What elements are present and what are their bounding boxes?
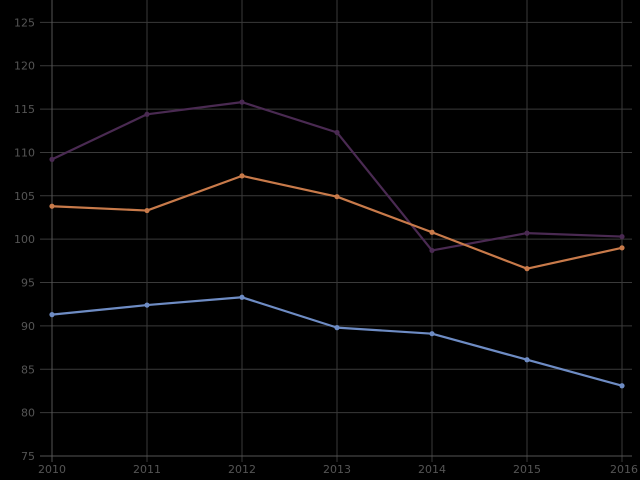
grid <box>40 0 632 462</box>
y-tick-label: 105 <box>14 190 35 203</box>
series-2-point <box>429 229 435 235</box>
series-2-point <box>144 207 150 214</box>
x-tick-label: 2013 <box>323 463 351 476</box>
x-tick-label: 2014 <box>418 463 446 476</box>
series-2-point <box>524 266 530 272</box>
series-3-point <box>334 325 340 331</box>
y-tick-label: 75 <box>21 450 35 463</box>
series-1-point <box>619 233 625 240</box>
series-2-point <box>239 173 245 179</box>
x-tick-label: 2015 <box>513 463 541 476</box>
x-tick-label: 2010 <box>38 463 66 476</box>
y-tick-label: 125 <box>14 16 35 29</box>
series-2-point <box>334 194 340 200</box>
x-tick-label: 2012 <box>228 463 256 476</box>
y-tick-label: 120 <box>14 60 35 73</box>
y-tick-label: 110 <box>14 146 35 159</box>
series-1-point <box>49 156 55 162</box>
series-1-point <box>239 99 245 105</box>
y-tick-label: 95 <box>21 277 35 290</box>
series-1-point <box>524 230 530 236</box>
series-layer <box>49 99 625 389</box>
series-3-point <box>144 302 150 308</box>
series-1-point <box>144 111 150 117</box>
x-tick-label: 2011 <box>133 463 161 476</box>
axes <box>40 0 632 462</box>
series-2-point <box>619 245 625 251</box>
series-3-point <box>429 331 435 337</box>
x-tick-label: 2016 <box>610 463 638 476</box>
tick-labels: 75 80 85 90 95 100 105 110 115 120 125 2010 2011 2012… <box>14 16 638 476</box>
series-3-point <box>619 383 625 389</box>
series-3-point <box>524 357 530 363</box>
series-3-point <box>49 312 55 318</box>
y-tick-label: 115 <box>14 103 35 116</box>
series-1-point <box>429 247 435 254</box>
series-2-point <box>49 203 55 209</box>
y-tick-label: 90 <box>21 320 35 333</box>
series-3-point <box>239 294 245 300</box>
y-tick-label: 85 <box>21 363 35 376</box>
series-1-point <box>334 129 340 136</box>
y-tick-label: 100 <box>14 233 35 246</box>
y-tick-label: 80 <box>21 407 35 420</box>
